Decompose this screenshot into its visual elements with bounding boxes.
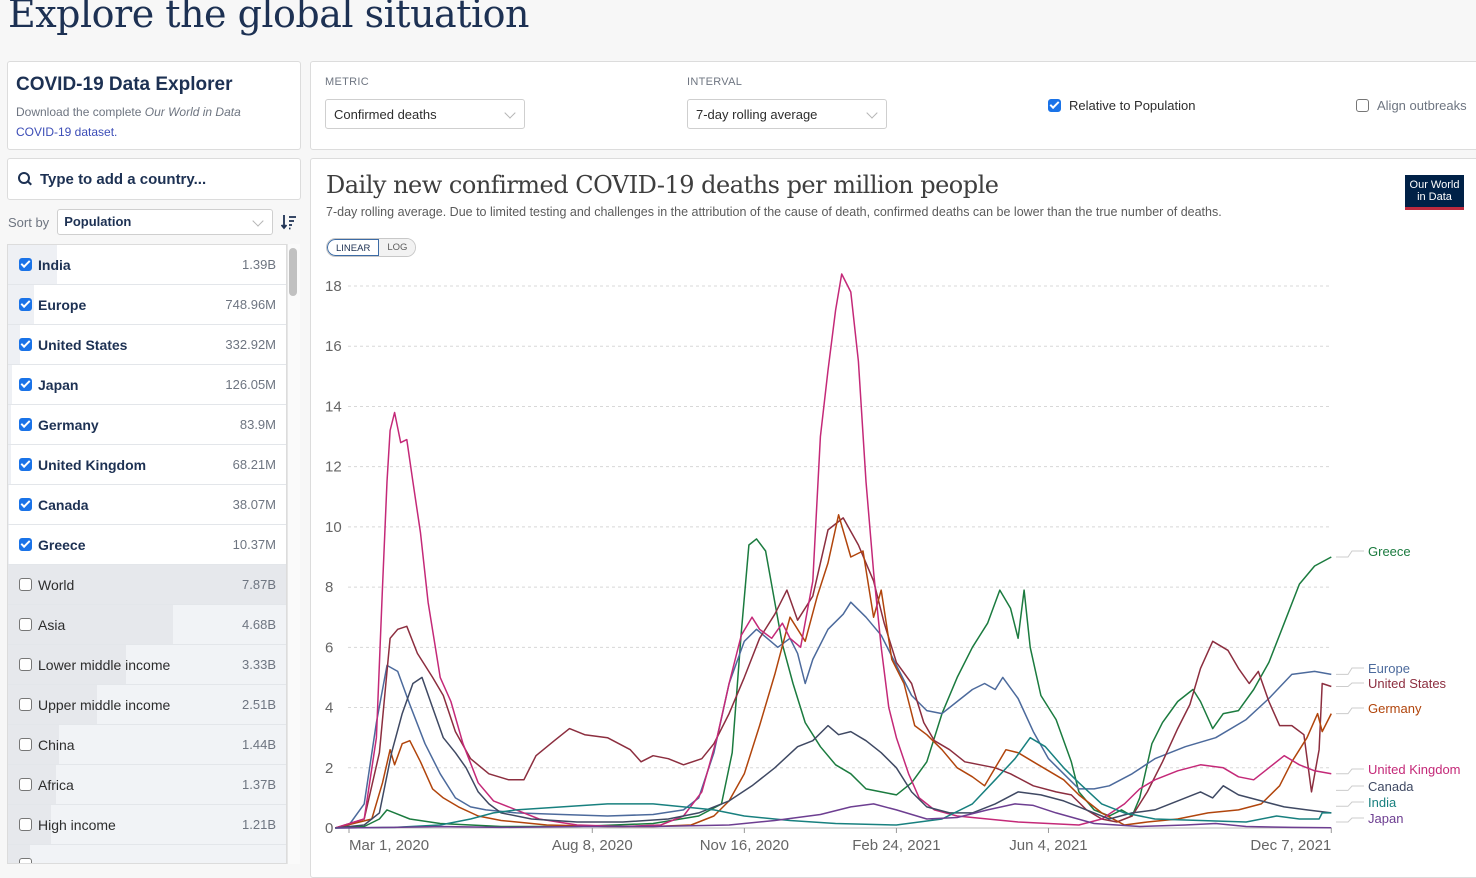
country-name: Asia <box>38 617 242 633</box>
country-checkbox[interactable] <box>19 498 32 511</box>
country-checkbox[interactable] <box>19 818 32 831</box>
country-population: 748.96M <box>225 297 276 312</box>
country-name: India <box>38 257 242 273</box>
end-label-connector <box>1336 708 1364 714</box>
country-population: 4.68B <box>242 617 276 632</box>
country-checkbox[interactable] <box>19 378 32 391</box>
series-line-europe[interactable] <box>335 602 1331 828</box>
x-tick-label: Dec 7, 2021 <box>1250 837 1331 854</box>
y-tick-label: 6 <box>325 639 333 656</box>
y-tick-label: 2 <box>325 760 333 777</box>
end-label-connector <box>1336 769 1364 774</box>
x-tick-label: Jun 4, 2021 <box>1009 837 1087 854</box>
country-checkbox[interactable] <box>19 738 32 751</box>
country-checkbox[interactable] <box>19 858 32 864</box>
y-tick-label: 0 <box>325 820 333 837</box>
series-line-india[interactable] <box>335 738 1331 828</box>
series-line-greece[interactable] <box>335 539 1331 828</box>
end-label-united-states[interactable]: United States <box>1368 676 1447 691</box>
country-name: Europe <box>38 297 225 313</box>
country-name: Upper middle income <box>38 697 242 713</box>
country-name: Greece <box>38 537 233 553</box>
country-checkbox[interactable] <box>19 778 32 791</box>
country-population: 1.44B <box>242 737 276 752</box>
series-line-united-states[interactable] <box>335 518 1331 828</box>
country-population: 1.37B <box>242 777 276 792</box>
x-tick-label: Feb 24, 2021 <box>852 837 940 854</box>
y-tick-label: 16 <box>325 338 342 355</box>
country-name: Japan <box>38 377 225 393</box>
country-population: 1.21B <box>242 817 276 832</box>
country-population: 83.9M <box>240 417 276 432</box>
end-label-japan[interactable]: Japan <box>1368 811 1403 826</box>
country-population: 7.87B <box>242 577 276 592</box>
series-line-canada[interactable] <box>335 677 1331 828</box>
country-population: 2.51B <box>242 697 276 712</box>
y-tick-label: 18 <box>325 278 342 295</box>
x-tick-label: Nov 16, 2020 <box>700 837 789 854</box>
country-population: 1.39B <box>242 257 276 272</box>
x-tick-label: Aug 8, 2020 <box>552 837 633 854</box>
country-name: Africa <box>38 777 242 793</box>
country-checkbox[interactable] <box>19 698 32 711</box>
y-tick-label: 8 <box>325 579 333 596</box>
y-tick-label: 10 <box>325 519 342 536</box>
country-name: United States <box>38 337 225 353</box>
country-population: 10.37M <box>233 537 276 552</box>
country-name: China <box>38 737 242 753</box>
country-checkbox[interactable] <box>19 618 32 631</box>
country-population: 68.21M <box>233 457 276 472</box>
country-name: High income <box>38 817 242 833</box>
country-checkbox[interactable] <box>19 578 32 591</box>
country-checkbox[interactable] <box>19 538 32 551</box>
end-label-europe[interactable]: Europe <box>1368 661 1410 676</box>
end-label-canada[interactable]: Canada <box>1368 779 1414 794</box>
end-label-connector <box>1336 683 1364 687</box>
y-tick-label: 14 <box>325 398 342 415</box>
y-tick-label: 4 <box>325 700 333 717</box>
end-label-united-kingdom[interactable]: United Kingdom <box>1368 762 1461 777</box>
end-label-connector <box>1336 668 1364 674</box>
end-label-germany[interactable]: Germany <box>1368 701 1422 716</box>
country-checkbox[interactable] <box>19 658 32 671</box>
end-label-connector <box>1336 818 1364 822</box>
y-axis-ticks: 0 2 4 6 8 10 12 14 16 18 <box>325 278 342 837</box>
country-checkbox[interactable] <box>19 338 32 351</box>
country-name: Germany <box>38 417 240 433</box>
end-label-connector <box>1336 802 1364 806</box>
country-name: United Kingdom <box>38 457 233 473</box>
country-checkbox[interactable] <box>19 458 32 471</box>
country-population: 332.92M <box>225 337 276 352</box>
country-checkbox[interactable] <box>19 298 32 311</box>
end-label-india[interactable]: India <box>1368 795 1397 810</box>
end-label-connector <box>1336 551 1364 557</box>
country-checkbox[interactable] <box>19 418 32 431</box>
country-name: Canada <box>38 497 233 513</box>
country-population: 38.07M <box>233 497 276 512</box>
series-lines <box>335 274 1331 828</box>
country-population: 3.33B <box>242 657 276 672</box>
end-label-connector <box>1336 786 1364 790</box>
x-tick-label: Mar 1, 2020 <box>349 837 429 854</box>
series-line-united-kingdom[interactable] <box>335 274 1331 828</box>
country-name: World <box>38 577 242 593</box>
series-line-germany[interactable] <box>335 515 1331 828</box>
x-axis-ticks: Mar 1, 2020 Aug 8, 2020 Nov 16, 2020 Feb 24… <box>349 828 1331 854</box>
y-tick-label: 12 <box>325 459 342 476</box>
country-population: 126.05M <box>225 377 276 392</box>
country-name: Lower middle income <box>38 657 242 673</box>
end-label-greece[interactable]: Greece <box>1368 544 1411 559</box>
country-checkbox[interactable] <box>19 258 32 271</box>
